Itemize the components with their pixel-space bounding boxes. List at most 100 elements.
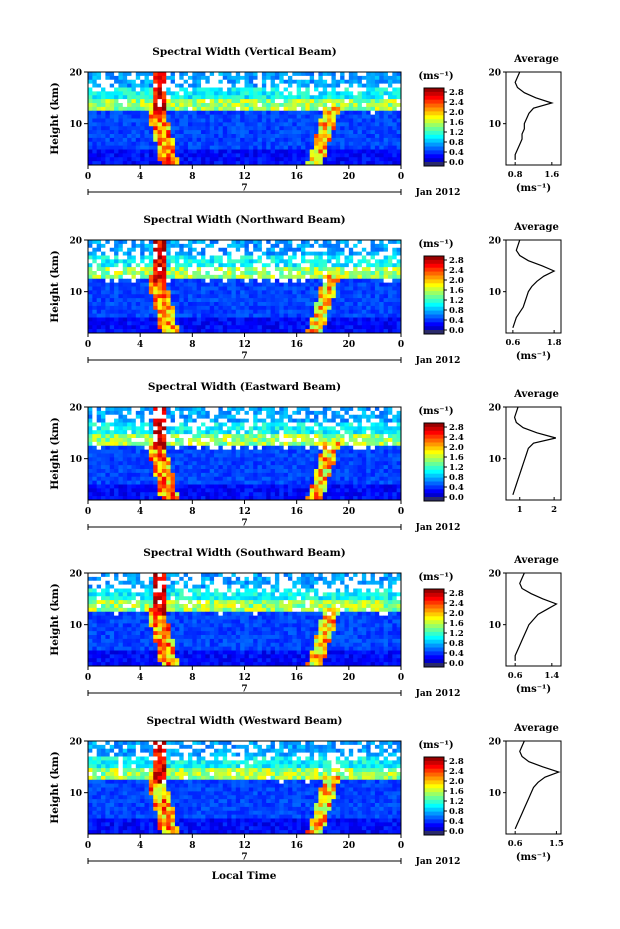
average-frame (505, 740, 562, 835)
panel-title: Spectral Width (Eastward Beam) (148, 381, 341, 393)
day-label: 7 (241, 685, 247, 695)
colorbar-tick-label: 0.0 (449, 493, 464, 503)
colorbar-unit-label: (ms⁻¹) (418, 71, 453, 82)
colorbar-tick-label: 1.6 (449, 453, 464, 463)
x-tick-label: 8 (189, 340, 195, 350)
colorbar: 2.82.42.01.61.20.80.40.0 (423, 756, 464, 837)
colorbar: 2.82.42.01.61.20.80.40.0 (423, 87, 464, 168)
average-y-tick-label: 10 (488, 120, 501, 130)
x-tick-label: 4 (137, 507, 143, 517)
average-title: Average (513, 222, 559, 233)
average-profile: Average 20 10 0.8 1.6 (ms⁻¹) (488, 54, 562, 194)
y-axis-label: Height (km) (49, 250, 61, 322)
colorbar-tick-label: 1.2 (449, 296, 464, 306)
average-x-tick-label: 0.8 (508, 170, 523, 180)
average-profile: Average 20 10 1 2 (488, 389, 562, 515)
colorbar-tick-label: 0.4 (449, 148, 464, 158)
average-x-tick-label: 0.6 (508, 839, 523, 849)
y-tick-label: 10 (69, 621, 82, 631)
colorbar-tick-label: 2.4 (449, 266, 464, 276)
x-tick-label: 0 (398, 673, 404, 683)
panel-title: Spectral Width (Northward Beam) (143, 214, 345, 226)
x-tick-label: 12 (238, 340, 251, 350)
x-tick-label: 0 (85, 841, 91, 851)
month-label: Jan 2012 (415, 689, 461, 699)
colorbar-tick-label: 0.0 (449, 659, 464, 669)
day-label: 7 (241, 184, 247, 194)
x-tick-label: 16 (290, 340, 303, 350)
y-axis-label: Height (km) (49, 417, 61, 489)
x-tick-label: 4 (137, 841, 143, 851)
panel-title: Spectral Width (Vertical Beam) (152, 46, 336, 58)
heatmap-cells (88, 407, 402, 501)
colorbar-tick-label: 2.0 (449, 609, 464, 619)
heatmap-cells (88, 240, 402, 334)
x-tick-label: 16 (290, 673, 303, 683)
colorbar-unit-label: (ms⁻¹) (418, 572, 453, 583)
heatmap-cells (88, 573, 402, 667)
average-title: Average (513, 389, 559, 400)
colorbar-tick-label: 0.8 (449, 473, 464, 483)
x-tick-label: 8 (189, 172, 195, 182)
average-y-tick-label: 10 (488, 455, 501, 465)
colorbar-tick-label: 1.6 (449, 787, 464, 797)
average-y-tick-label: 20 (488, 570, 501, 580)
colorbar: 2.82.42.01.61.20.80.40.0 (423, 588, 464, 669)
average-x-label: (ms⁻¹) (516, 351, 551, 362)
panel-4: Spectral Width (Southward Beam) 20 10 Heigh… (49, 547, 562, 699)
average-line (512, 239, 556, 329)
average-profile: Average 20 10 0.6 1.5 (ms⁻¹) (488, 723, 563, 863)
x-tick-label: 20 (343, 841, 356, 851)
average-x-tick-label: 0.6 (508, 671, 523, 681)
colorbar-tick-label: 1.6 (449, 286, 464, 296)
x-tick-label: 16 (290, 841, 303, 851)
average-x-label: (ms⁻¹) (516, 852, 551, 863)
y-tick-label: 10 (69, 455, 82, 465)
x-tick-label: 0 (85, 673, 91, 683)
x-tick-label: 0 (398, 340, 404, 350)
panel-title: Spectral Width (Southward Beam) (143, 547, 345, 559)
average-y-tick-label: 20 (488, 738, 501, 748)
y-axis-label: Height (km) (49, 583, 61, 655)
colorbar-tick-label: 2.0 (449, 443, 464, 453)
x-tick-label: 20 (343, 172, 356, 182)
average-x-label: (ms⁻¹) (516, 684, 551, 695)
panel-3: Spectral Width (Eastward Beam) 20 10 Height… (49, 381, 562, 533)
colorbar-tick-label: 2.0 (449, 276, 464, 286)
average-line (514, 71, 554, 160)
x-tick-label: 8 (189, 507, 195, 517)
x-tick-label: 12 (238, 673, 251, 683)
average-frame (505, 71, 562, 166)
average-title: Average (513, 555, 559, 566)
colorbar-tick-label: 0.8 (449, 306, 464, 316)
month-label: Jan 2012 (415, 523, 461, 533)
average-y-tick-label: 20 (488, 237, 501, 247)
colorbar-tick-label: 2.0 (449, 777, 464, 787)
x-tick-label: 12 (238, 507, 251, 517)
colorbar-tick-label: 0.8 (449, 138, 464, 148)
average-frame (505, 239, 562, 334)
colorbar-tick-label: 2.0 (449, 108, 464, 118)
average-x-tick-label: 1.4 (544, 671, 559, 681)
colorbar-tick-label: 0.8 (449, 639, 464, 649)
x-tick-label: 4 (137, 673, 143, 683)
colorbar-tick-label: 1.2 (449, 797, 464, 807)
average-x-tick-label: 1.5 (549, 839, 564, 849)
y-tick-label: 20 (69, 404, 82, 414)
x-tick-label: 4 (137, 172, 143, 182)
day-label: 7 (241, 853, 247, 863)
colorbar-unit-label: (ms⁻¹) (418, 239, 453, 250)
colorbar-tick-label: 2.4 (449, 599, 464, 609)
x-axis-label: Local Time (212, 870, 277, 882)
average-title: Average (513, 54, 559, 65)
average-line (512, 406, 556, 496)
y-tick-label: 20 (69, 69, 82, 79)
y-axis-label: Height (km) (49, 82, 61, 154)
colorbar-tick-label: 1.6 (449, 619, 464, 629)
colorbar: 2.82.42.01.61.20.80.40.0 (423, 255, 464, 336)
x-tick-label: 16 (290, 507, 303, 517)
panel-2: Spectral Width (Northward Beam) 20 10 Heigh… (49, 214, 562, 366)
colorbar-tick-label: 0.4 (449, 649, 464, 659)
average-profile: Average 20 10 0.6 1.4 (ms⁻¹) (488, 555, 562, 695)
colorbar-tick-label: 0.0 (449, 827, 464, 837)
